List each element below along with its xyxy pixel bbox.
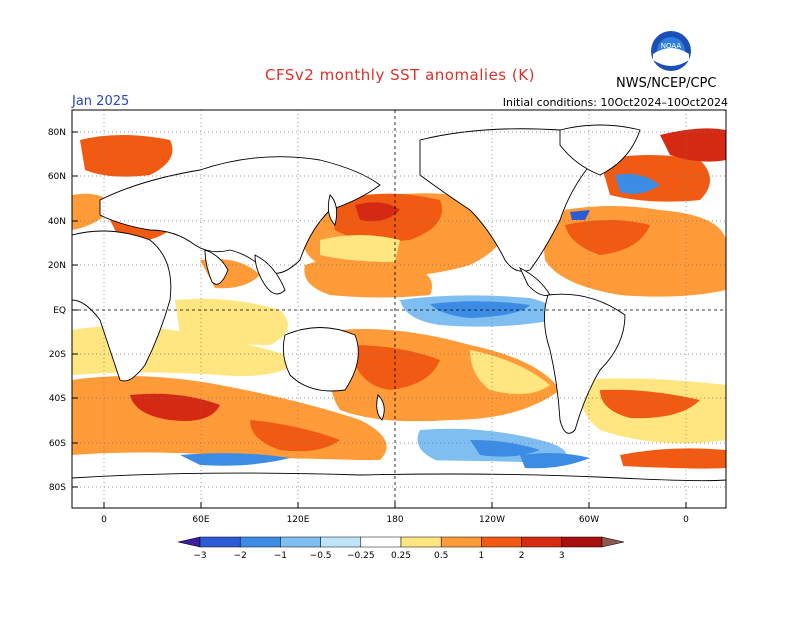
colorbar-segment [199,536,241,548]
colorbar-tick-label: 0.25 [391,551,411,561]
colorbar-segment [440,536,482,548]
map-frame [71,109,727,509]
colorbar-tick-label: 0.5 [434,551,448,561]
colorbar-segment [360,536,402,548]
lat-label: 60S [49,439,66,449]
lon-label: 180 [386,515,403,525]
forecast-month: Jan 2025 [72,94,130,109]
colorbar-segment [400,536,442,548]
agency-label: NWS/NCEP/CPC [616,76,717,91]
anomaly-field [72,110,726,508]
svg-text:NOAA: NOAA [661,42,682,50]
lat-label: 40N [48,217,66,227]
lon-label: 120E [287,515,310,525]
lat-label: EQ [53,306,66,316]
colorbar-arrow-left [177,536,201,548]
lat-label: 40S [49,394,66,404]
noaa-logo-icon: NOAA [651,31,691,71]
grid-lines [72,110,726,508]
colorbar-segment [561,536,603,548]
lon-label: 60E [192,515,209,525]
lon-label: 120W [479,515,505,525]
colorbar-segment [280,536,321,548]
lon-label: 60W [579,515,599,525]
colorbar-tick-label: −2 [234,551,247,561]
lat-label: 80S [49,483,66,493]
initial-conditions: Initial conditions: 10Oct2024–10Oct2024 [502,96,728,109]
longitude-axis: 0 60E 120E 180 120W 60W 0 [101,502,689,525]
colorbar-tick-label: 1 [479,551,485,561]
lat-label: 80N [48,128,66,138]
colorbar-segment [320,536,362,548]
lon-label: 0 [683,515,689,525]
colorbar-tick-label: −0.25 [347,551,375,561]
colorbar: −3 −2 −1 −0.5 −0.25 0.25 0.5 1 2 3 [177,536,625,561]
colorbar-tick-label: −1 [274,551,287,561]
colorbar-tick-label: 3 [559,551,565,561]
colorbar-segment [239,536,281,548]
lat-label: 20S [49,350,66,360]
lat-label: 60N [48,172,66,182]
colorbar-arrow-right [601,536,625,548]
colorbar-tick-label: 2 [519,551,525,561]
colorbar-segment [481,536,522,548]
latitude-axis: 80N 60N 40N 20N EQ 20S 40S 60S 80S [48,128,78,493]
lon-label: 0 [101,515,107,525]
lat-label: 20N [48,261,66,271]
colorbar-segment [521,536,563,548]
colorbar-tick-label: −3 [193,551,206,561]
colorbar-tick-label: −0.5 [310,551,332,561]
land-outlines [72,124,726,508]
map-title: CFSv2 monthly SST anomalies (K) [265,66,535,84]
